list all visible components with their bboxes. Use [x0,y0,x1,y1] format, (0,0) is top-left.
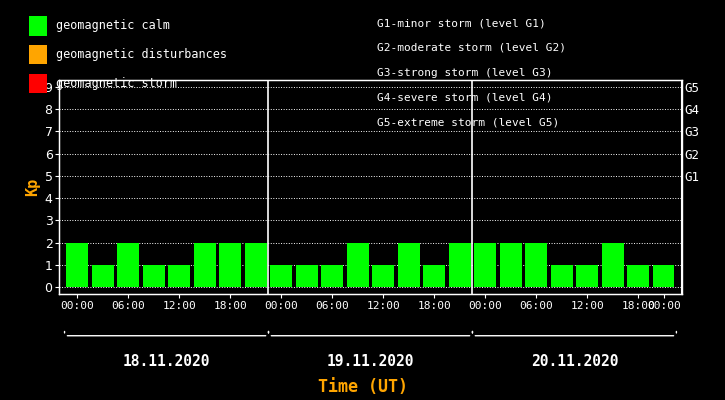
Bar [423,265,445,287]
Text: geomagnetic disturbances: geomagnetic disturbances [56,48,227,61]
Text: 18.11.2020: 18.11.2020 [123,354,210,369]
Bar [220,243,241,287]
Text: geomagnetic storm: geomagnetic storm [56,77,177,90]
Text: G3-strong storm (level G3): G3-strong storm (level G3) [377,68,552,78]
Bar [92,265,114,287]
Bar [373,265,394,287]
Bar [652,265,674,287]
Bar [347,243,368,287]
Bar [143,265,165,287]
Bar [321,265,343,287]
Bar [449,243,471,287]
Text: Time (UT): Time (UT) [318,378,407,396]
Bar [67,243,88,287]
Bar [551,265,573,287]
Bar [168,265,190,287]
Bar [526,243,547,287]
Bar [398,243,420,287]
Text: 19.11.2020: 19.11.2020 [327,354,414,369]
Bar [576,265,598,287]
Bar [117,243,139,287]
Bar [474,243,496,287]
Bar [602,243,624,287]
Bar [270,265,292,287]
Text: G2-moderate storm (level G2): G2-moderate storm (level G2) [377,43,566,53]
Bar [296,265,318,287]
Text: G4-severe storm (level G4): G4-severe storm (level G4) [377,92,552,102]
Bar [194,243,215,287]
Bar [245,243,267,287]
Text: geomagnetic calm: geomagnetic calm [56,20,170,32]
Text: G1-minor storm (level G1): G1-minor storm (level G1) [377,18,546,28]
Text: G5-extreme storm (level G5): G5-extreme storm (level G5) [377,117,559,127]
Bar [500,243,521,287]
Y-axis label: Kp: Kp [25,178,41,196]
Text: 20.11.2020: 20.11.2020 [531,354,618,369]
Bar [627,265,649,287]
